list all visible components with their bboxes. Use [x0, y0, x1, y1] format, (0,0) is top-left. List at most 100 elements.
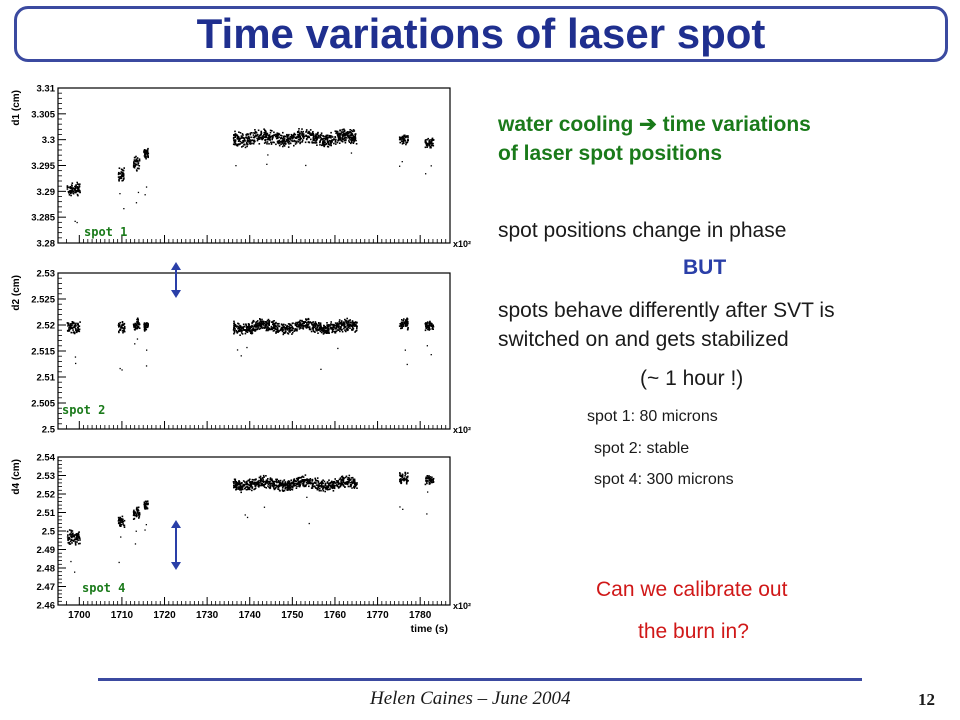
- data-point: [252, 327, 255, 330]
- data-point: [278, 140, 280, 142]
- data-point: [317, 484, 319, 486]
- data-point: [248, 135, 250, 138]
- data-point: [267, 483, 270, 485]
- spot4-note: spot 4: 300 microns: [594, 471, 734, 488]
- data-point: [123, 330, 125, 332]
- data-point: [257, 484, 260, 486]
- data-point: [122, 174, 124, 176]
- data-point: [351, 321, 353, 324]
- data-point: [71, 321, 74, 323]
- data-point: [407, 136, 409, 139]
- data-point: [233, 134, 235, 136]
- data-point: [138, 323, 140, 326]
- outlier-point: [406, 363, 408, 366]
- data-point: [261, 325, 263, 328]
- data-point: [346, 328, 349, 330]
- data-point: [324, 325, 326, 328]
- data-point: [282, 331, 285, 334]
- data-point: [406, 480, 408, 482]
- data-point: [354, 483, 356, 486]
- data-point: [118, 323, 121, 326]
- data-point: [260, 321, 263, 324]
- data-point: [75, 537, 77, 539]
- data-point: [328, 325, 330, 328]
- data-point: [252, 319, 255, 322]
- data-point: [299, 132, 301, 135]
- data-point: [287, 481, 289, 484]
- data-point: [267, 322, 269, 325]
- data-point: [262, 137, 264, 140]
- data-point: [247, 139, 250, 142]
- data-point: [298, 328, 301, 330]
- data-point: [240, 137, 243, 139]
- data-point: [263, 484, 266, 486]
- data-point: [351, 140, 353, 142]
- data-point: [406, 141, 409, 143]
- data-point: [303, 479, 305, 482]
- data-point: [75, 184, 77, 186]
- y-tick-label: 2.51: [37, 373, 56, 384]
- data-point: [302, 484, 304, 487]
- data-point: [308, 479, 310, 481]
- data-point: [121, 321, 124, 323]
- data-point: [71, 535, 73, 537]
- data-point: [301, 479, 304, 482]
- data-point: [244, 146, 247, 149]
- data-point: [297, 139, 300, 141]
- data-point: [137, 509, 139, 512]
- data-point: [307, 321, 310, 323]
- data-point: [118, 522, 120, 524]
- data-point: [320, 134, 323, 136]
- data-point: [264, 325, 266, 327]
- arrow-spot2-head-up: [171, 262, 181, 270]
- data-point: [238, 329, 240, 332]
- data-point: [137, 318, 139, 321]
- data-point: [122, 175, 125, 177]
- data-point: [430, 145, 432, 148]
- data-point: [236, 145, 239, 147]
- data-point: [302, 328, 305, 330]
- data-point: [132, 323, 135, 326]
- data-point: [302, 139, 304, 141]
- data-point: [407, 322, 409, 325]
- data-point: [249, 133, 252, 136]
- cooling-line-2: of laser spot positions: [498, 142, 723, 165]
- data-point: [406, 321, 409, 324]
- data-point: [276, 134, 279, 137]
- data-point: [253, 479, 255, 481]
- data-point: [251, 330, 253, 333]
- data-point: [259, 318, 261, 320]
- data-point: [331, 487, 334, 490]
- data-point: [266, 482, 269, 484]
- data-point: [296, 329, 298, 332]
- data-point: [264, 321, 267, 323]
- data-point: [321, 482, 323, 485]
- data-point: [326, 141, 329, 144]
- data-point: [259, 325, 262, 328]
- data-point: [233, 331, 236, 334]
- data-point: [401, 140, 403, 143]
- data-point: [270, 327, 273, 330]
- data-point: [295, 487, 298, 489]
- data-point: [324, 141, 326, 143]
- data-point: [272, 137, 274, 139]
- data-point: [254, 323, 257, 326]
- data-point: [246, 137, 248, 139]
- data-point: [135, 159, 137, 161]
- data-point: [314, 136, 316, 138]
- data-point: [71, 530, 74, 532]
- data-point: [314, 477, 316, 480]
- data-point: [251, 478, 254, 481]
- data-point: [284, 329, 287, 331]
- data-point: [294, 324, 297, 326]
- data-point: [319, 140, 321, 142]
- data-point: [69, 326, 71, 329]
- data-point: [314, 140, 317, 142]
- data-point: [425, 478, 427, 480]
- data-point: [286, 136, 289, 138]
- data-point: [327, 329, 330, 332]
- outlier-point: [426, 513, 428, 515]
- data-point: [294, 140, 296, 143]
- data-point: [346, 481, 349, 484]
- data-point: [143, 506, 146, 509]
